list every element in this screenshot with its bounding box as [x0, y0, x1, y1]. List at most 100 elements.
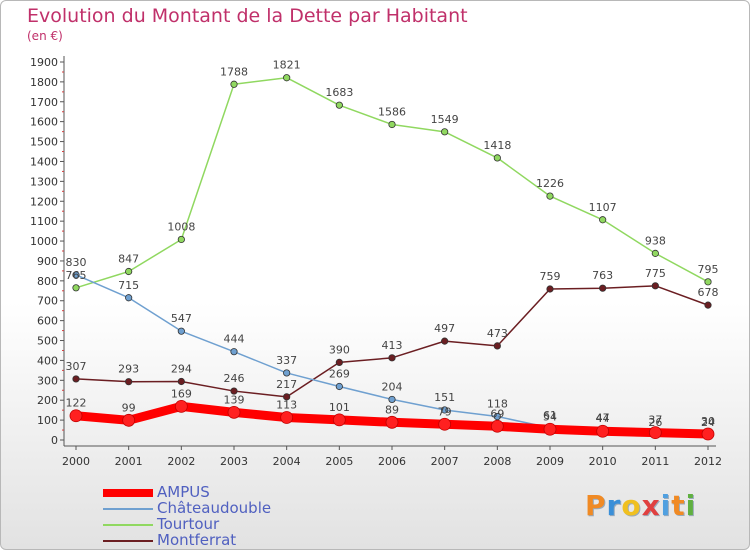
data-label: 118	[487, 398, 508, 411]
data-point	[493, 412, 501, 421]
y-tick-label: 200	[37, 394, 58, 407]
data-point	[177, 377, 185, 386]
data-label: 678	[698, 286, 719, 299]
y-tick-label: 900	[37, 255, 58, 268]
data-label: 101	[329, 401, 350, 414]
data-point	[332, 413, 346, 427]
data-point	[177, 235, 185, 244]
data-label: 269	[329, 367, 350, 380]
data-label: 795	[698, 263, 719, 276]
chart-subtitle: (en €)	[27, 29, 63, 43]
data-point	[72, 271, 80, 279]
y-tick-label: 700	[37, 295, 58, 308]
data-point	[283, 369, 291, 377]
data-label: 1586	[378, 105, 406, 118]
data-point	[388, 120, 396, 129]
legend-item: AMPUS	[103, 483, 363, 501]
x-tick-label: 2000	[62, 455, 90, 468]
x-tick-label: 2004	[273, 455, 301, 468]
data-point	[72, 375, 80, 383]
data-label: 763	[592, 269, 613, 282]
data-label: 294	[171, 363, 192, 376]
legend-item: Châteaudouble	[103, 499, 363, 517]
data-label: 413	[382, 339, 403, 352]
x-tick-label: 2010	[589, 455, 617, 468]
data-point	[177, 327, 185, 335]
data-point	[335, 358, 343, 367]
data-label: 47	[596, 412, 610, 425]
data-label: 847	[118, 252, 139, 265]
y-tick-label: 100	[37, 414, 58, 427]
data-point	[335, 382, 343, 391]
data-point	[125, 378, 133, 386]
data-label: 307	[66, 360, 87, 373]
data-label: 113	[276, 399, 297, 412]
y-tick-label: 1900	[30, 56, 58, 69]
y-tick-label: 600	[37, 315, 58, 328]
data-point	[648, 426, 662, 440]
data-point	[651, 282, 659, 290]
y-tick-label: 1800	[30, 76, 58, 89]
logo-letter: x	[641, 489, 661, 522]
data-label: 337	[276, 354, 297, 367]
data-label: 444	[224, 333, 245, 346]
y-tick-label: 800	[37, 275, 58, 288]
data-label: 44	[596, 412, 610, 425]
legend-swatch	[103, 540, 153, 542]
data-label: 473	[487, 327, 508, 340]
data-label: 938	[645, 234, 666, 247]
legend-swatch	[103, 524, 153, 526]
logo-letter: i	[685, 489, 697, 522]
legend-item: Tourtour	[103, 515, 363, 533]
data-label: 79	[438, 405, 452, 418]
data-label: 99	[122, 401, 136, 414]
data-label: 1821	[273, 59, 301, 72]
x-tick-label: 2009	[536, 455, 564, 468]
legend-label: Montferrat	[157, 531, 237, 549]
data-point	[438, 417, 452, 431]
logo-letter: t	[671, 489, 686, 522]
data-label: 765	[66, 269, 87, 282]
data-label: 61	[543, 409, 557, 422]
y-tick-label: 1000	[30, 235, 58, 248]
data-point	[283, 74, 291, 82]
legend-swatch	[103, 489, 153, 497]
data-point	[227, 405, 241, 419]
legend-label: AMPUS	[157, 483, 210, 501]
logo-letter: i	[660, 489, 672, 522]
y-tick-label: 1200	[30, 195, 58, 208]
legend-item: Montferrat	[103, 531, 363, 549]
data-label: 246	[224, 372, 245, 385]
x-tick-label: 2008	[483, 455, 511, 468]
data-point	[125, 294, 133, 302]
data-point	[704, 301, 712, 309]
data-label: 1008	[167, 220, 195, 233]
data-point	[230, 80, 238, 88]
data-point	[388, 395, 396, 404]
data-label: 37	[648, 414, 662, 427]
x-tick-label: 2005	[325, 455, 353, 468]
data-point	[701, 427, 715, 441]
data-point	[125, 267, 133, 276]
data-point	[546, 192, 554, 200]
data-label: 89	[385, 403, 399, 416]
x-tick-label: 2001	[115, 455, 143, 468]
data-label: 30	[701, 415, 715, 428]
data-label: 775	[645, 267, 666, 280]
data-point	[441, 406, 449, 414]
x-tick-label: 2006	[378, 455, 406, 468]
data-point	[122, 413, 136, 427]
data-label: 759	[540, 270, 561, 283]
data-point	[493, 154, 501, 162]
data-label: 1788	[220, 65, 248, 78]
proxiti-logo: Proxiti	[585, 489, 696, 522]
data-label: 151	[434, 391, 455, 404]
data-label: 139	[224, 393, 245, 406]
data-point	[490, 419, 504, 433]
y-tick-label: 1400	[30, 155, 58, 168]
data-point	[704, 278, 712, 286]
data-label: 715	[118, 279, 139, 292]
data-label: 547	[171, 312, 192, 325]
y-tick-label: 0	[51, 434, 58, 447]
